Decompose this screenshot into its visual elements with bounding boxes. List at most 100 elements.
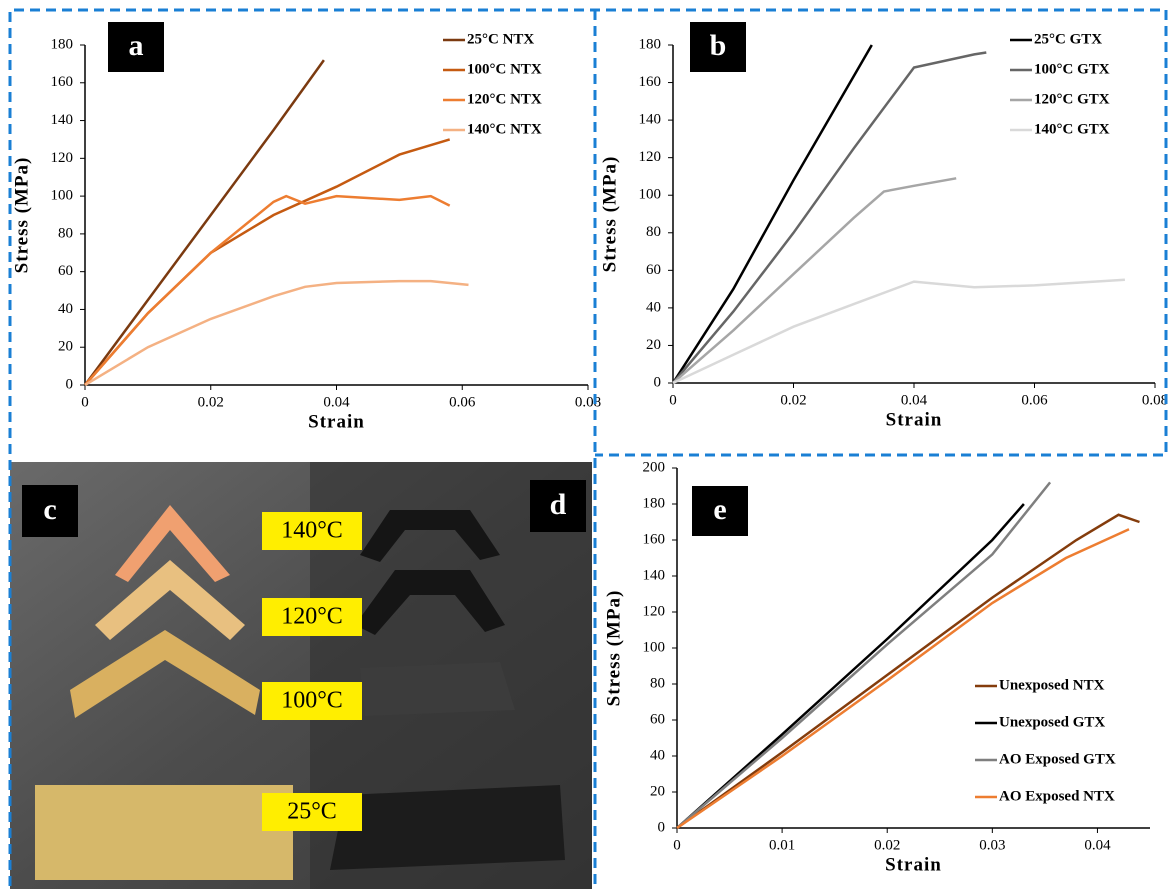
y-tick-label: 160 — [51, 74, 74, 90]
y-tick-label: 60 — [646, 262, 661, 278]
specimen — [355, 570, 505, 635]
specimen — [360, 662, 515, 716]
x-axis-title: Strain — [308, 411, 365, 432]
y-tick-label: 80 — [646, 224, 661, 240]
y-tick-label: 60 — [58, 263, 73, 279]
label-box — [262, 512, 362, 550]
legend-label: AO Exposed NTX — [999, 788, 1115, 804]
y-tick-label: 20 — [646, 337, 661, 353]
series-line — [676, 528, 1130, 830]
y-tick-label: 140 — [643, 567, 666, 583]
series-line — [672, 278, 1125, 385]
y-tick-label: 80 — [58, 225, 73, 241]
temperature-label: 100°C — [281, 688, 343, 714]
specimen — [70, 630, 260, 718]
legend-label: 100°C GTX — [1034, 61, 1110, 77]
x-tick-label: 0.02 — [198, 394, 224, 410]
x-tick-label: 0 — [81, 394, 89, 410]
y-tick-label: 120 — [639, 149, 662, 165]
series-line — [676, 481, 1052, 829]
x-axis-title: Strain — [886, 409, 943, 430]
series-line — [671, 44, 873, 384]
y-tick-label: 120 — [643, 603, 666, 619]
panel-label: c — [43, 493, 56, 526]
x-tick-label: 0 — [669, 392, 677, 408]
series-line — [84, 194, 451, 386]
panel-label: b — [710, 29, 727, 62]
y-tick-label: 100 — [639, 187, 662, 203]
y-axis-title: Stress (MPa) — [599, 156, 620, 273]
panel-label: a — [129, 29, 144, 62]
temperature-label: 25°C — [287, 799, 337, 825]
y-tick-label: 20 — [58, 339, 73, 355]
y-tick-label: 180 — [639, 36, 662, 52]
x-tick-label: 0.04 — [323, 394, 350, 410]
y-tick-label: 0 — [658, 819, 666, 835]
temperature-label: 120°C — [281, 604, 343, 630]
series-line — [672, 51, 987, 384]
x-axis-title: Strain — [885, 854, 942, 875]
x-tick-label: 0.06 — [1021, 392, 1048, 408]
panel-label-box — [22, 485, 78, 537]
y-tick-label: 200 — [643, 459, 666, 475]
specimen — [95, 560, 245, 640]
photo: c d 140°C 120°C 100°C 25°C — [10, 462, 592, 889]
legend-label: Unexposed NTX — [999, 677, 1105, 693]
label-box — [262, 598, 362, 636]
y-tick-label: 180 — [51, 36, 74, 52]
x-tick-label: 0.04 — [901, 392, 928, 408]
label-box — [262, 793, 362, 831]
y-axis-title: Stress (MPa) — [11, 157, 32, 274]
x-tick-label: 0.08 — [1142, 392, 1168, 408]
y-tick-label: 40 — [58, 301, 73, 317]
series-line — [83, 59, 325, 386]
x-tick-label: 0.02 — [874, 837, 900, 853]
legend-label: 100°C NTX — [467, 61, 542, 77]
panel-label: e — [713, 493, 726, 526]
y-tick-label: 100 — [51, 188, 74, 204]
y-tick-label: 60 — [650, 711, 665, 727]
y-tick-label: 160 — [639, 74, 662, 90]
label-box — [262, 682, 362, 720]
y-tick-label: 40 — [646, 299, 661, 315]
legend-label: AO Exposed GTX — [999, 751, 1116, 767]
y-tick-label: 40 — [650, 747, 665, 763]
y-axis-title: Stress (MPa) — [603, 590, 624, 707]
y-tick-label: 0 — [66, 376, 74, 392]
x-tick-label: 0.04 — [1084, 837, 1111, 853]
y-tick-label: 140 — [51, 112, 74, 128]
panel-label-box — [692, 486, 748, 536]
legend-label: 120°C GTX — [1034, 91, 1110, 107]
specimen — [330, 785, 565, 870]
x-tick-label: 0.02 — [780, 392, 806, 408]
y-tick-label: 180 — [643, 495, 666, 511]
specimen — [35, 785, 293, 880]
specimen — [360, 510, 500, 562]
panel-label-box — [108, 22, 164, 72]
x-tick-label: 0.08 — [575, 394, 601, 410]
y-tick-label: 80 — [650, 675, 665, 691]
y-tick-label: 120 — [51, 150, 74, 166]
y-tick-label: 0 — [654, 374, 662, 390]
series-line — [676, 503, 1025, 829]
y-tick-label: 140 — [639, 112, 662, 128]
temperature-label: 140°C — [281, 518, 343, 544]
y-tick-label: 100 — [643, 639, 666, 655]
legend-label: 120°C NTX — [467, 91, 542, 107]
series-line — [84, 138, 451, 386]
legend-label: 25°C GTX — [1034, 31, 1102, 47]
x-tick-label: 0.01 — [769, 837, 795, 853]
panel-border — [8, 8, 1168, 886]
series-line — [672, 177, 957, 384]
series-line — [676, 513, 1140, 830]
legend-label: Unexposed GTX — [999, 714, 1105, 730]
legend-label: 25°C NTX — [467, 31, 534, 47]
legend-label: 140°C NTX — [467, 121, 542, 137]
specimen — [115, 505, 230, 582]
panel-label-box — [690, 22, 746, 72]
y-tick-label: 160 — [643, 531, 666, 547]
panel-label-box — [530, 480, 586, 532]
x-tick-label: 0.06 — [449, 394, 476, 410]
x-tick-label: 0.03 — [979, 837, 1005, 853]
